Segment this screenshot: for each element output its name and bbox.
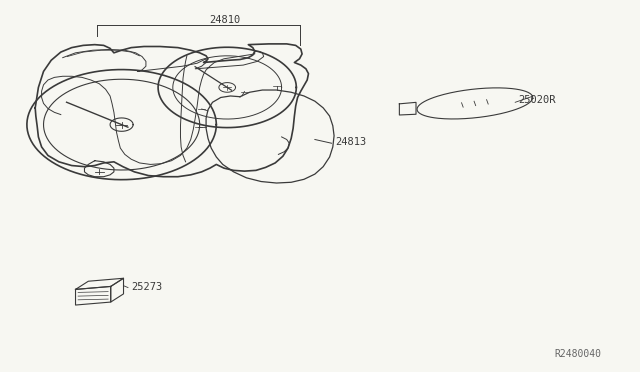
Text: 24813: 24813 <box>335 137 367 147</box>
Text: 24810: 24810 <box>210 16 241 25</box>
Text: R2480040: R2480040 <box>555 349 602 359</box>
Text: 25020R: 25020R <box>518 96 556 105</box>
Text: 25273: 25273 <box>131 282 163 292</box>
